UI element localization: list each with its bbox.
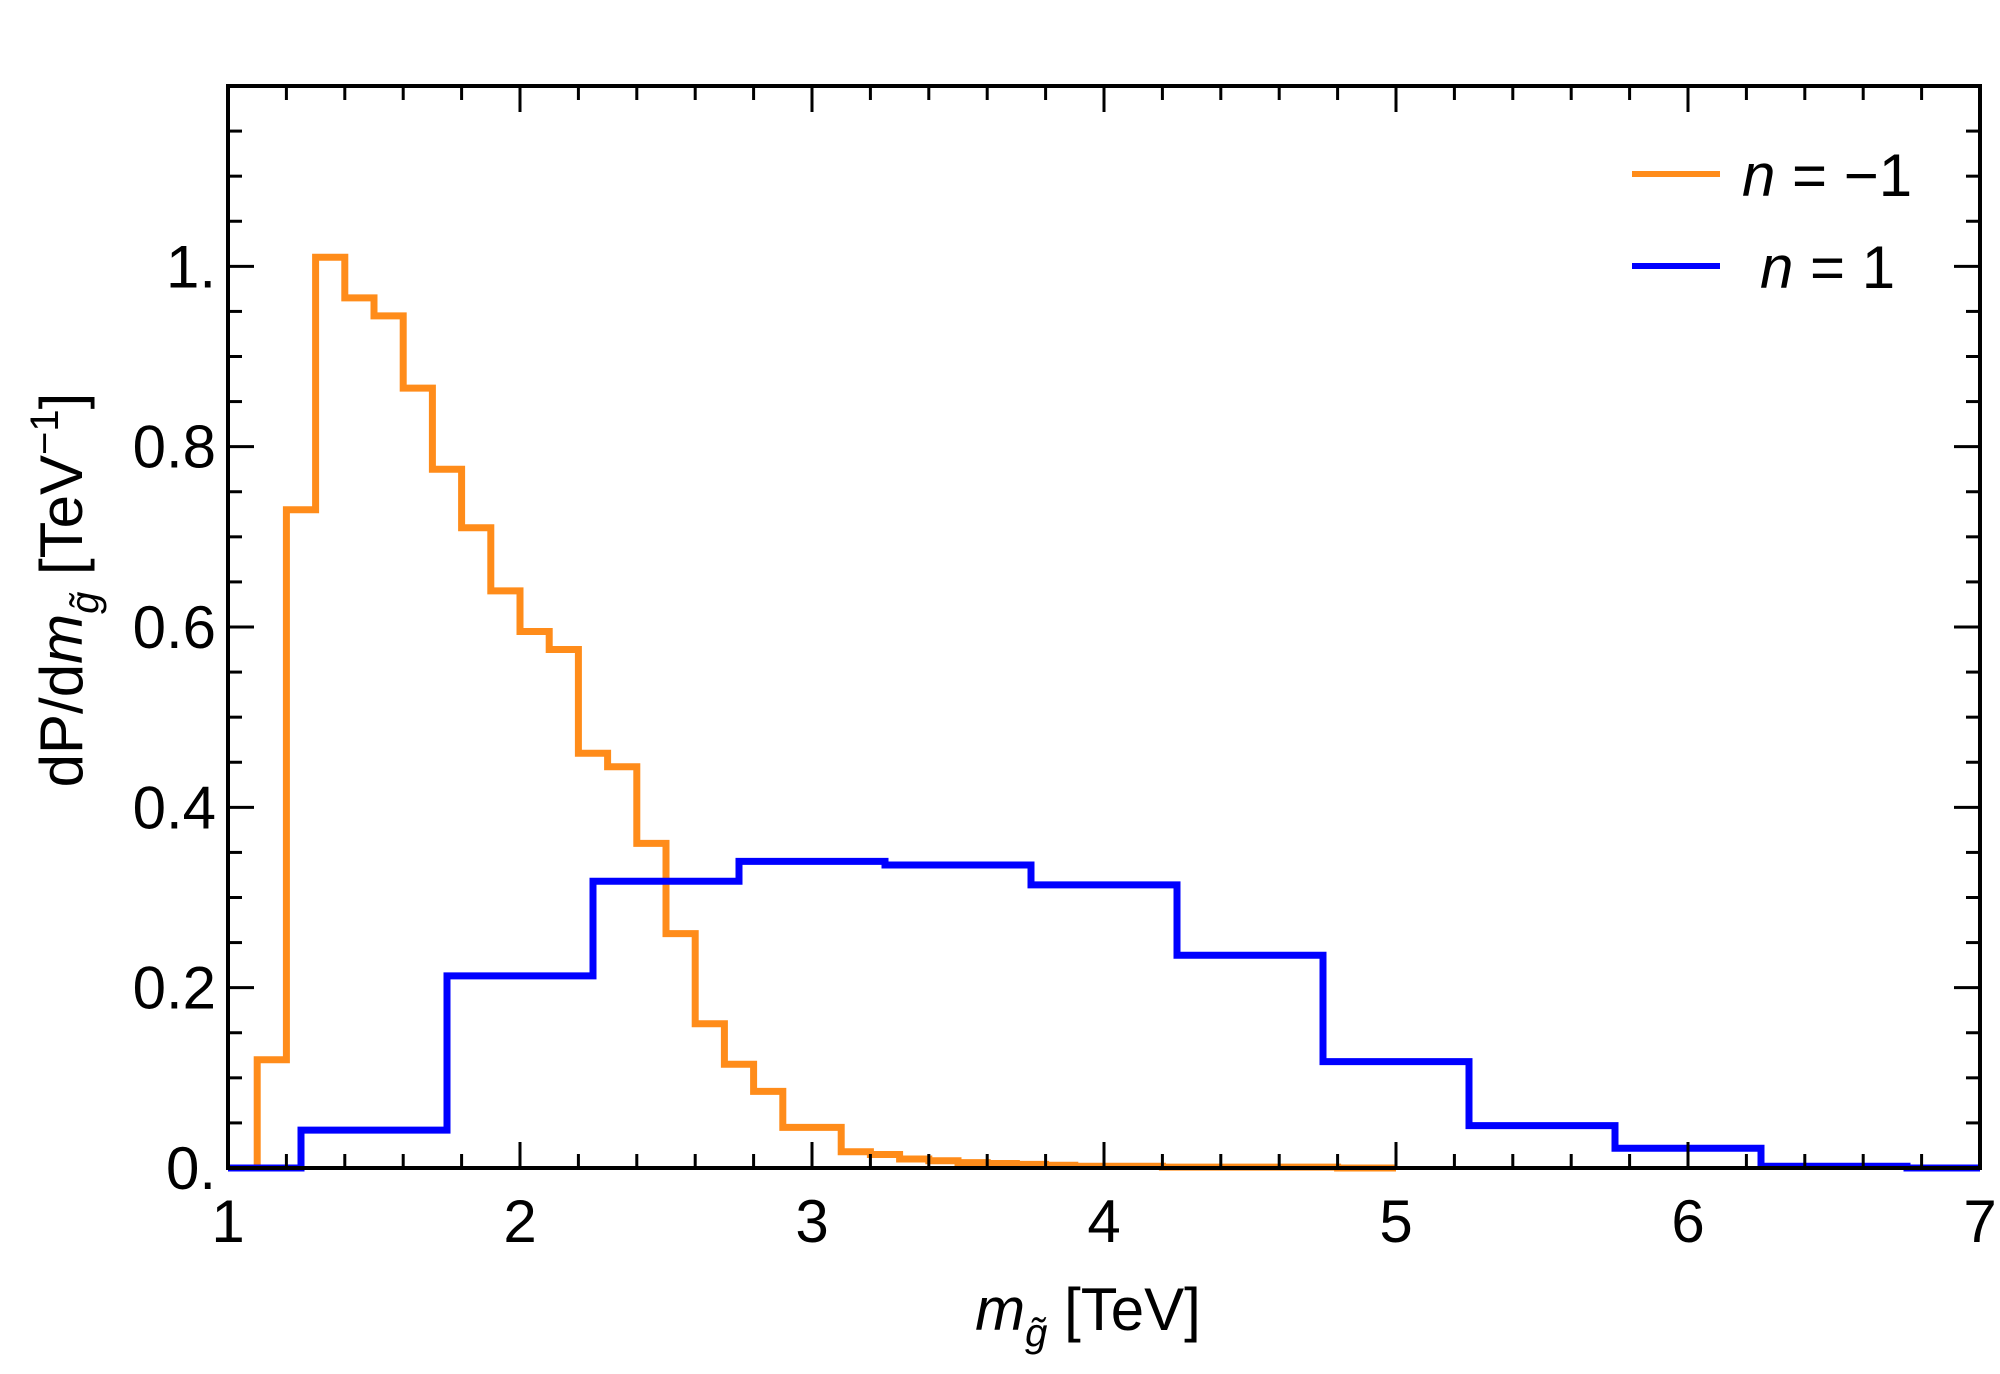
legend-label-n-1: n = 1 — [1760, 234, 1895, 301]
x-tick-label: 1 — [211, 1188, 244, 1255]
x-tick-label: 3 — [795, 1188, 828, 1255]
plot-frame — [226, 84, 1982, 1170]
legend-eq: = −1 — [1775, 142, 1912, 209]
series-layer — [228, 253, 1980, 1172]
series-line-n-1 — [228, 857, 1980, 1172]
x-tick-label: 4 — [1087, 1188, 1120, 1255]
y-tick-label: 0. — [166, 1135, 216, 1202]
x-axis-title: mg̃ [TeV] — [975, 1276, 1201, 1355]
x-tick-label: 5 — [1379, 1188, 1412, 1255]
y-axis-subscript: g̃ — [63, 592, 107, 614]
legend-eq: = 1 — [1793, 234, 1895, 301]
y-tick-label: 0.8 — [133, 414, 216, 481]
x-tick-label: 6 — [1671, 1188, 1704, 1255]
y-tick-labels: 0. 0.2 0.4 0.6 0.8 1. — [133, 233, 216, 1202]
legend: n = −1 n = 1 — [1632, 142, 1912, 301]
legend-label-n-minus-1: n = −1 — [1742, 142, 1912, 209]
y-tick-label: 1. — [166, 233, 216, 300]
y-tick-label: 0.4 — [133, 774, 216, 841]
x-tick-label: 7 — [1963, 1188, 1996, 1255]
y-axis-unit: [TeV — [28, 455, 95, 592]
legend-var: n — [1760, 234, 1793, 301]
x-tick-label: 2 — [503, 1188, 536, 1255]
y-tick-label: 0.2 — [133, 955, 216, 1022]
y-axis-symbol: m — [28, 614, 95, 664]
y-tick-label: 0.6 — [133, 594, 216, 661]
series-line-n-minus-1 — [228, 253, 1396, 1172]
y-axis-superscript: −1 — [23, 409, 67, 455]
x-tick-labels: 1 2 3 4 5 6 7 — [211, 1188, 1996, 1255]
legend-var: n — [1742, 142, 1775, 209]
x-axis-symbol: m — [975, 1276, 1025, 1343]
x-axis-unit: [TeV] — [1047, 1276, 1200, 1343]
y-axis-prefix: dP/d — [28, 664, 95, 787]
y-axis-close: ] — [28, 393, 95, 410]
x-axis-subscript: g̃ — [1025, 1311, 1047, 1355]
ticks-layer — [226, 84, 1982, 1170]
y-axis-title: dP/dmg̃ [TeV−1] — [23, 393, 107, 788]
